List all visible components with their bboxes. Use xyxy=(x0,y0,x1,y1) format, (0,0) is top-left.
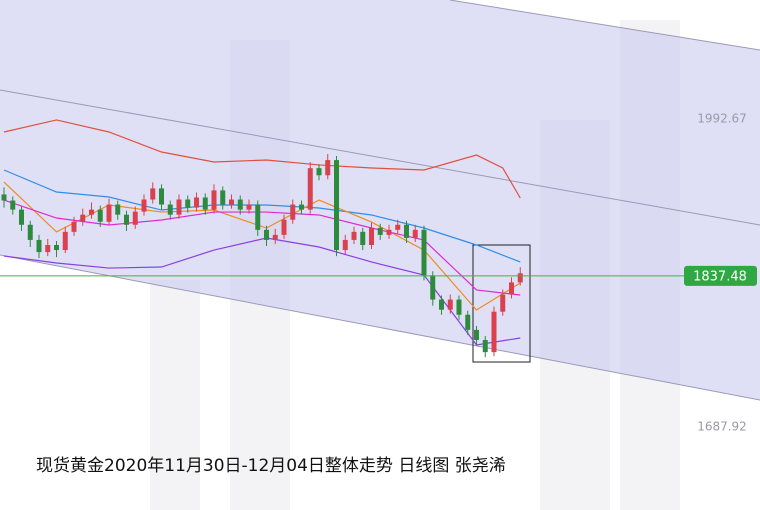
candle-body xyxy=(62,231,68,251)
candle-body xyxy=(351,231,357,240)
candle-body xyxy=(482,340,488,353)
candle-body xyxy=(369,227,374,245)
channel-upper xyxy=(449,0,760,51)
candle-body xyxy=(229,199,234,205)
candle-body xyxy=(10,200,16,210)
candle-body xyxy=(202,197,208,210)
channel-middle xyxy=(0,89,760,226)
candle-body xyxy=(474,329,479,340)
candle-body xyxy=(421,229,427,276)
candle-body xyxy=(106,204,112,222)
candle-body xyxy=(19,209,24,225)
candle-body xyxy=(97,209,103,222)
candle-body xyxy=(54,244,59,251)
candle-body xyxy=(290,204,296,220)
indicator-line xyxy=(3,169,521,263)
candle-body xyxy=(439,299,444,310)
candle-body xyxy=(430,275,436,300)
candle-body xyxy=(412,229,418,238)
candle-body xyxy=(360,231,366,245)
candle-body xyxy=(167,204,173,215)
candle-body xyxy=(237,199,243,210)
candle-body xyxy=(500,294,506,312)
candle-body xyxy=(316,168,322,176)
plot: 1687.92 1992.67 1837.48 xyxy=(0,111,757,434)
candle-body xyxy=(176,199,182,215)
candle-body xyxy=(159,188,164,205)
candle-body xyxy=(185,199,191,208)
candle-body xyxy=(150,188,156,200)
candle-body xyxy=(264,229,269,240)
candle-body xyxy=(27,224,33,240)
candle-body xyxy=(1,194,7,201)
candle-body xyxy=(307,168,313,210)
indicator-line xyxy=(3,199,521,296)
candle-body xyxy=(342,239,348,251)
channel-fill xyxy=(0,0,760,400)
candle-body xyxy=(517,273,523,283)
candle-body xyxy=(299,204,304,210)
candle-body xyxy=(404,224,409,238)
candle-body xyxy=(465,314,471,330)
y-tick-label: 1687.92 xyxy=(697,420,747,434)
candle-body xyxy=(246,204,252,210)
candle-body xyxy=(124,214,129,225)
candle-body xyxy=(194,197,199,208)
candle-body xyxy=(132,211,138,225)
candle-body xyxy=(220,190,226,205)
candle-body xyxy=(491,311,497,353)
highlight-box xyxy=(472,244,531,363)
candle-body xyxy=(211,190,217,210)
candle-body xyxy=(141,199,147,212)
candle-body xyxy=(272,234,278,240)
candle-body xyxy=(334,160,339,251)
y-tick-label: 1992.67 xyxy=(697,111,747,125)
channel-lower xyxy=(0,254,760,401)
candle-body xyxy=(89,209,94,215)
candle-body xyxy=(255,204,261,230)
candle-body xyxy=(509,282,514,295)
candle-body xyxy=(45,244,51,253)
candle-body xyxy=(447,299,453,310)
candle-body xyxy=(395,224,401,230)
chart-title: 现货黄金2020年11月30日-12月04日整体走势 日线图 张尧浠 xyxy=(36,456,506,476)
candle-body xyxy=(377,227,383,235)
candle-body xyxy=(80,214,86,222)
candle-body xyxy=(71,221,77,232)
candle-body xyxy=(325,160,331,176)
candle-body xyxy=(281,219,287,235)
candle-body xyxy=(115,204,121,215)
last-price-box xyxy=(684,265,757,286)
candle-body xyxy=(386,229,392,235)
candle-body xyxy=(456,299,462,315)
candle-body xyxy=(36,239,42,253)
indicator-line xyxy=(3,119,521,199)
last-price-label: 1837.48 xyxy=(693,269,747,284)
